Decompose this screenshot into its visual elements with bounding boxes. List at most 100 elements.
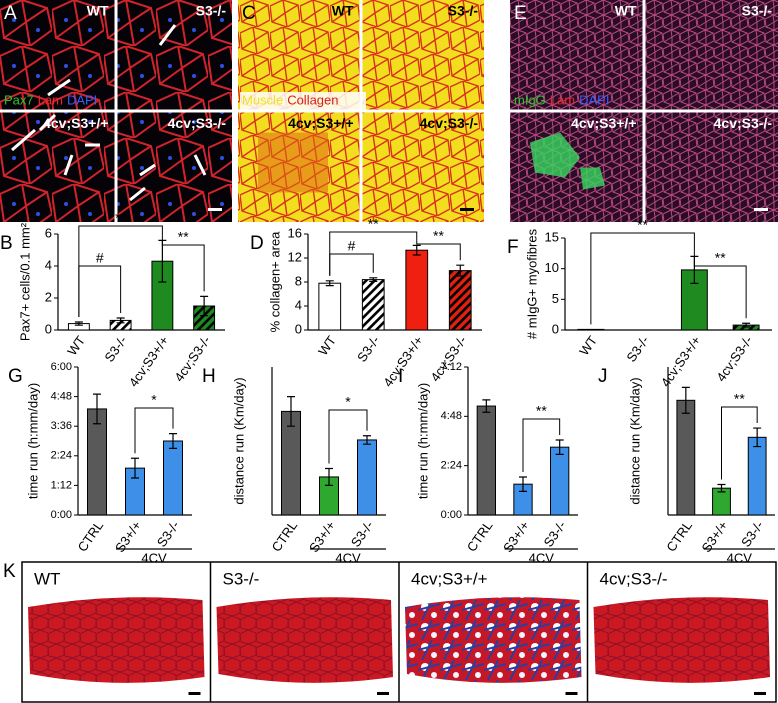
error-bar (325, 467, 333, 486)
panel-letter: J (598, 366, 608, 387)
y-axis-label: % collagen+ area (267, 231, 282, 333)
error-bar (456, 264, 465, 277)
error-bar (482, 399, 491, 413)
arrow (193, 154, 207, 176)
y-tick-label: 0:00 (51, 509, 72, 521)
y-tick-label: 5 (552, 291, 559, 306)
group-label: 4CV (529, 550, 555, 565)
fibrosis (258, 132, 328, 193)
y-axis-label: Pax7+ cells/0.1 mm² (17, 222, 32, 341)
significance-label: ** (178, 229, 189, 245)
y-tick-label: 6 (45, 225, 52, 240)
error-bar (200, 295, 209, 317)
significance-bracket (590, 232, 695, 325)
y-tick-label: 3:36 (51, 420, 72, 432)
tissue-section (405, 597, 582, 683)
bar (361, 279, 385, 331)
bar (676, 399, 696, 516)
micrograph (117, 0, 232, 110)
x-tick-label: 4cv;S3-/- (713, 333, 755, 384)
arrow (47, 78, 71, 97)
panel-letter: B (0, 233, 13, 254)
arrow (158, 24, 177, 46)
y-tick-label: 0 (552, 321, 559, 336)
y-tick-label: 7:12 (441, 361, 462, 373)
significance-bracket (329, 253, 374, 276)
error-bar (287, 396, 295, 427)
bar (163, 440, 183, 516)
stain-label: Lam (550, 92, 575, 107)
y-tick-label: 6:00 (51, 361, 72, 373)
y-tick-label: 0 (45, 321, 52, 336)
stain-label: Lam (38, 92, 63, 107)
micrograph (645, 112, 778, 222)
stain-bg (240, 92, 366, 110)
y-axis-label: distance run (Km/day) (231, 377, 246, 504)
tile-label: 4cv;S3+/+ (288, 115, 353, 131)
group-label: 4CV (335, 550, 361, 565)
y-tick-label: 2:24 (51, 450, 72, 462)
significance-bracket (78, 265, 122, 317)
bar (476, 405, 496, 516)
error-bar (169, 433, 177, 449)
tile-label: 4cv;S3+/+ (43, 115, 108, 131)
x-tick-label: S3-/- (348, 518, 376, 550)
arrow (11, 128, 36, 152)
x-tick-label: S3-/- (354, 333, 382, 365)
bar (281, 410, 301, 516)
tissue-section (28, 597, 205, 683)
error-bar (74, 321, 83, 326)
bar (405, 249, 429, 331)
micrograph (510, 112, 643, 222)
x-tick-label: CTRL (269, 518, 301, 554)
tile-label: 4cv;S3+/+ (411, 569, 488, 588)
tile-label: 4cv;S3+/+ (571, 115, 636, 131)
group-label: 4CV (727, 550, 753, 565)
significance-label: # (96, 250, 104, 266)
y-axis-label: distance run (Km/day) (627, 377, 642, 504)
y-tick-label: 8 (295, 273, 302, 288)
y-tick-label: 1:12 (51, 479, 72, 491)
panel-letter: K (3, 561, 16, 582)
panel-letter: I (398, 366, 403, 387)
tile-label: 4cv;S3-/- (600, 569, 668, 588)
stain-label: Muscle (242, 92, 283, 107)
bar (577, 328, 605, 331)
x-tick-label: CTRL (75, 518, 107, 554)
error-bar (412, 244, 421, 256)
scale-bar (754, 208, 768, 211)
error-bar (369, 277, 378, 282)
tile-label: WT (615, 3, 637, 19)
significance-label: * (151, 392, 157, 408)
x-tick-label: S3-/- (623, 333, 651, 365)
micrograph (0, 0, 115, 110)
y-tick-label: 4:48 (441, 410, 462, 422)
stain-label: mIgG (514, 92, 546, 107)
scale-bar (754, 692, 766, 695)
tissue-section (593, 597, 770, 683)
y-tick-label: 15 (545, 229, 559, 244)
error-bar (753, 427, 762, 448)
stain-label: DAPI (67, 92, 97, 107)
error-bar (742, 322, 751, 328)
significance-label: * (345, 394, 351, 410)
error-bar (116, 317, 125, 324)
x-tick-label: WT (64, 333, 88, 358)
significance-label: ** (433, 228, 444, 244)
significance-bracket (522, 418, 561, 472)
stain-label: Pax7 (4, 92, 34, 107)
significance-bracket (134, 407, 174, 454)
micrograph (0, 112, 115, 222)
significance-label: ** (637, 217, 648, 233)
group-label: 4CV (141, 550, 167, 565)
y-axis-label: # mIgG+ myofibres (524, 228, 539, 339)
y-tick-label: 10 (545, 260, 559, 275)
significance-label: ** (115, 210, 126, 226)
y-tick-label: 12 (288, 249, 302, 264)
y-tick-label: 0:00 (441, 509, 462, 521)
error-bar (131, 457, 139, 479)
x-tick-label: 4cv;S3-/- (427, 333, 469, 384)
significance-bracket (693, 251, 747, 319)
